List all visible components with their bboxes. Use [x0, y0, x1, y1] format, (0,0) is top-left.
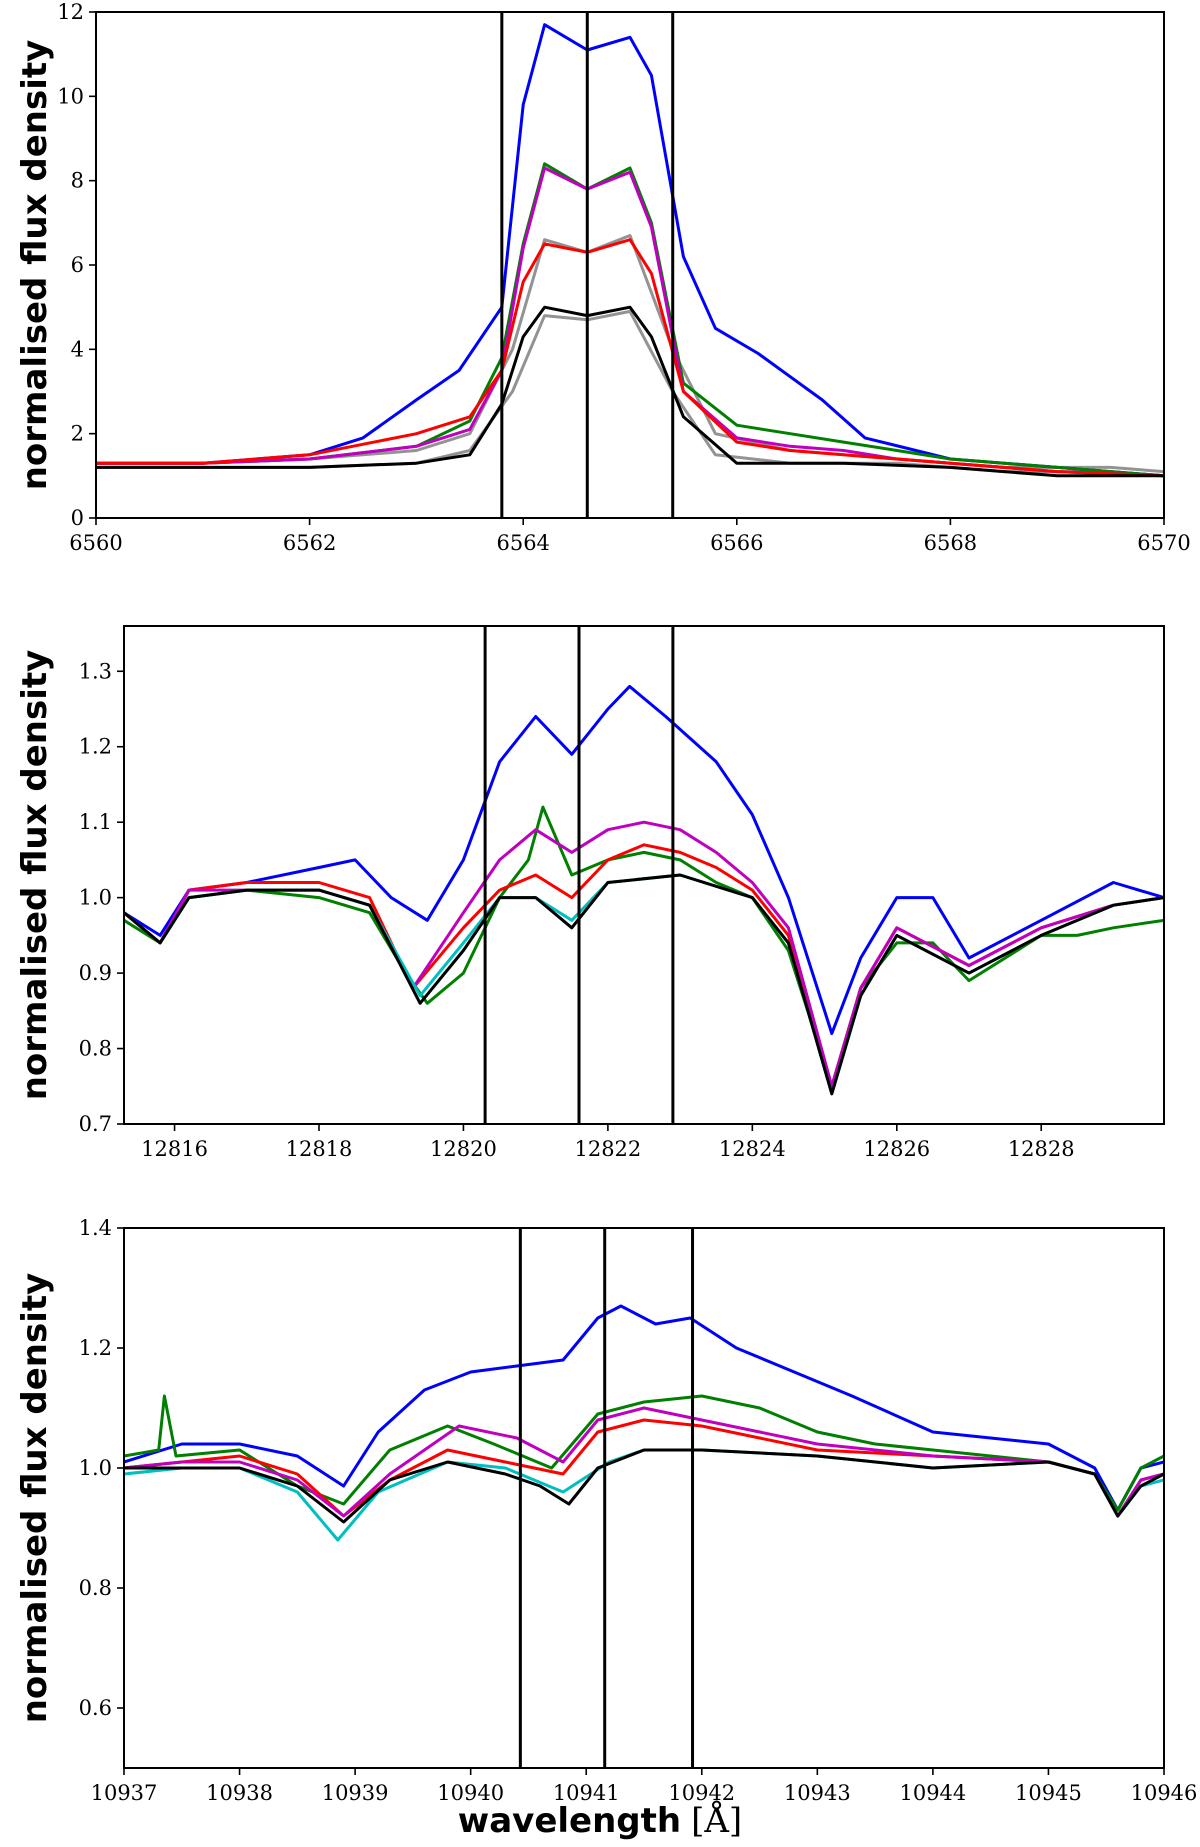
x-axis-label-unit: [Å]	[691, 1800, 742, 1841]
x-axis-label: wavelength [Å]	[458, 1800, 742, 1841]
x-tick-label: 10945	[1015, 1781, 1082, 1805]
y-tick-label: 0	[71, 506, 84, 530]
y-tick-label: 0.8	[79, 1576, 112, 1600]
x-tick-label: 6570	[1137, 531, 1190, 555]
y-tick-label: 0.9	[79, 961, 112, 985]
x-tick-label: 6568	[924, 531, 977, 555]
x-tick-label: 6566	[710, 531, 763, 555]
x-tick-label: 12824	[719, 1137, 786, 1161]
x-tick-label: 12818	[286, 1137, 353, 1161]
y-tick-label: 10	[57, 84, 84, 108]
y-tick-label: 2	[71, 422, 84, 446]
series-line-green	[124, 805, 1164, 1088]
y-axis-label: normalised flux density	[15, 1273, 55, 1724]
panel-pabeta: 12816 12818 12820 12822 12824 12826 12828 0.7 0.…	[15, 625, 1165, 1161]
y-tick-label: 12	[57, 0, 84, 24]
series-line-red	[124, 843, 1164, 1088]
plot-area	[96, 23, 1164, 478]
x-tick-label: 10941	[553, 1781, 620, 1805]
y-tick-label: 1.1	[79, 810, 112, 834]
series-line-magenta	[96, 166, 1164, 478]
panel-halpha: 6560 6562 6564 6566 6568 6570 0 2 4 6 8 10 12normali…	[15, 0, 1191, 555]
axes-frame	[123, 625, 1165, 1125]
y-tick-label: 6	[71, 253, 84, 277]
y-tick-label: 0.7	[79, 1112, 112, 1136]
y-axis-label: normalised flux density	[15, 650, 55, 1101]
series-line-black	[96, 305, 1164, 478]
x-tick-label: 10938	[206, 1781, 273, 1805]
x-tick-label: 10942	[668, 1781, 735, 1805]
y-tick-label: 0.6	[79, 1696, 112, 1720]
x-axis-label-main: wavelength	[458, 1801, 681, 1841]
axes-frame	[95, 11, 1165, 519]
x-tick-label: 10943	[784, 1781, 851, 1805]
plot-area	[124, 684, 1164, 1096]
y-tick-label: 4	[71, 337, 84, 361]
y-tick-label: 1.0	[79, 1456, 112, 1480]
x-tick-label: 12820	[430, 1137, 497, 1161]
x-tick-label: 12822	[574, 1137, 641, 1161]
series-line-blue	[96, 23, 1164, 478]
y-tick-label: 1.2	[79, 735, 112, 759]
x-tick-label: 6562	[283, 531, 336, 555]
series-line-green	[96, 162, 1164, 478]
y-tick-label: 1.3	[79, 659, 112, 683]
series-line-cyan	[124, 873, 1164, 1096]
x-tick-label: 10946	[1131, 1781, 1198, 1805]
x-tick-label: 10944	[899, 1781, 966, 1805]
series-line-red	[124, 1418, 1164, 1518]
panel-pagamma: 10937 10938 10939 10940 10941 10942 10943 10944…	[15, 1216, 1197, 1805]
series-line-magenta	[124, 1406, 1164, 1518]
series-line-gray2	[96, 234, 1164, 474]
x-tick-label: 12828	[1008, 1137, 1075, 1161]
x-tick-label: 12816	[141, 1137, 208, 1161]
y-tick-label: 1.0	[79, 886, 112, 910]
y-tick-label: 0.8	[79, 1037, 112, 1061]
y-tick-label: 8	[71, 169, 84, 193]
series-line-blue	[124, 684, 1164, 1035]
series-line-black	[124, 1448, 1164, 1524]
series-line-blue	[124, 1304, 1164, 1512]
series-line-black	[124, 873, 1164, 1096]
x-tick-label: 10939	[322, 1781, 389, 1805]
plot-area	[124, 1304, 1164, 1542]
x-tick-label: 6560	[69, 531, 122, 555]
series-line-gray	[96, 309, 1164, 478]
x-tick-label: 10937	[91, 1781, 158, 1805]
axes-frame	[123, 1227, 1165, 1769]
y-axis-label: normalised flux density	[15, 40, 55, 491]
series-line-red	[96, 238, 1164, 478]
y-tick-label: 1.2	[79, 1336, 112, 1360]
y-tick-label: 1.4	[79, 1216, 112, 1240]
x-tick-label: 10940	[437, 1781, 504, 1805]
x-tick-label: 12826	[863, 1137, 930, 1161]
x-tick-label: 6564	[496, 531, 549, 555]
